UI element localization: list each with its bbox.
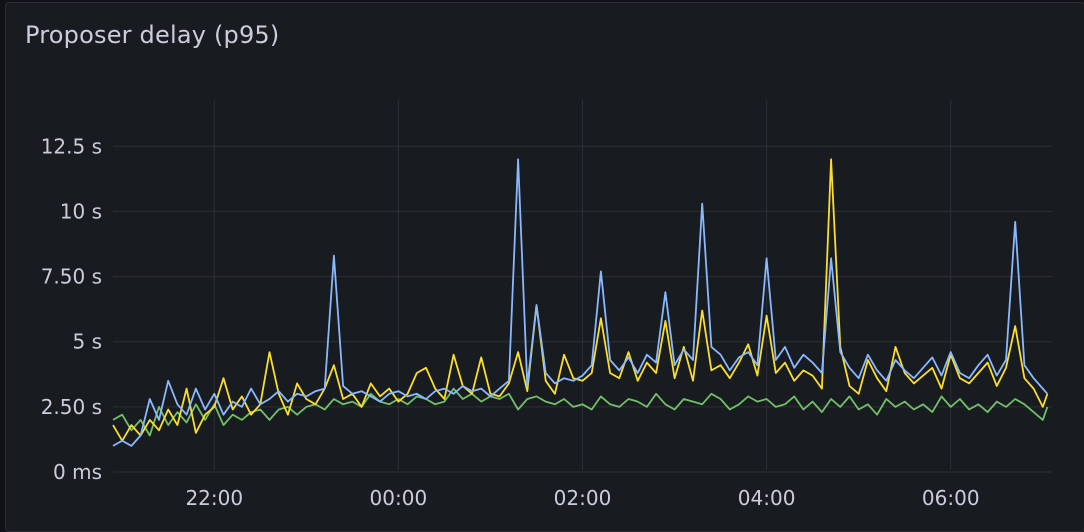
chart-panel: Proposer delay (p95) xyxy=(5,2,1084,532)
x-tick-label: 02:00 xyxy=(554,486,612,510)
y-tick-label: 5 s xyxy=(72,330,102,354)
series-line-1[interactable] xyxy=(112,158,1049,442)
series-line-2[interactable] xyxy=(112,158,1049,447)
y-tick-label: 0 ms xyxy=(53,460,102,484)
x-tick-label: 00:00 xyxy=(370,486,428,510)
panel-title[interactable]: Proposer delay (p95) xyxy=(25,21,280,49)
y-tick-label: 12.5 s xyxy=(41,134,102,158)
series-line-0[interactable] xyxy=(112,387,1049,437)
y-axis-labels: 0 ms 2.50 s 5 s 7.50 s 10 s 12.5 s xyxy=(41,134,102,484)
x-axis-labels: 22:00 00:00 02:00 04:00 06:00 xyxy=(185,486,979,510)
y-tick-label: 7.50 s xyxy=(41,265,102,289)
series-lines xyxy=(112,158,1049,447)
y-tick-label: 2.50 s xyxy=(41,395,102,419)
x-tick-label: 06:00 xyxy=(922,486,980,510)
x-tick-label: 04:00 xyxy=(738,486,796,510)
grid-lines xyxy=(113,100,1052,473)
y-tick-label: 10 s xyxy=(60,199,102,223)
x-tick-label: 22:00 xyxy=(185,486,243,510)
